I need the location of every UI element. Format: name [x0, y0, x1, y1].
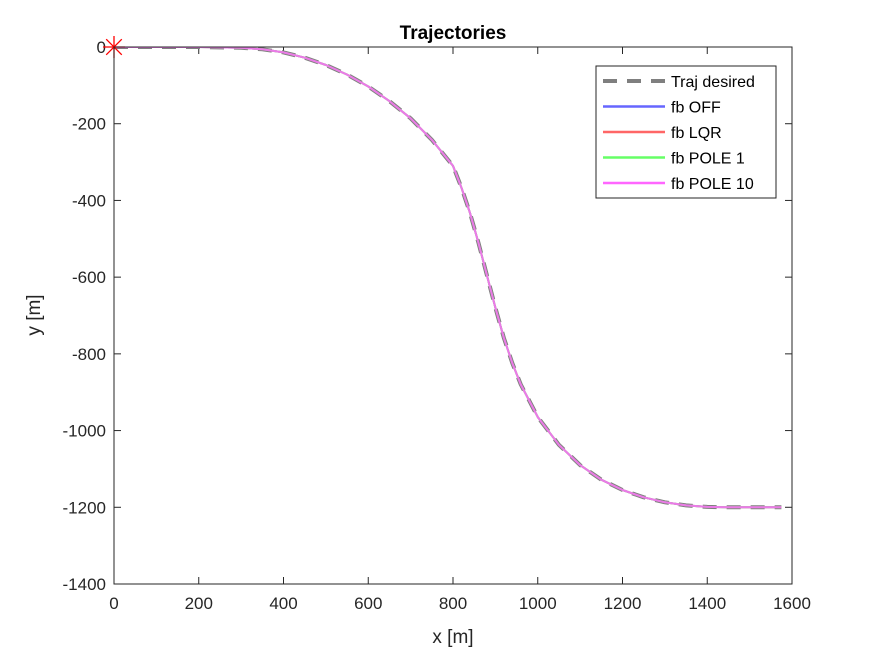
- x-tick-label: 1400: [688, 594, 726, 613]
- x-tick-label: 200: [185, 594, 213, 613]
- y-tick-label: -400: [72, 191, 106, 210]
- legend-label: fb POLE 1: [671, 151, 745, 168]
- x-tick-label: 1600: [773, 594, 811, 613]
- legend-label: fb LQR: [671, 125, 722, 142]
- series-line-fb-pole-10: [114, 47, 782, 509]
- chart-legend: Traj desired fb OFF fb LQR fb POLE 1 fb POLE…: [595, 65, 777, 199]
- x-tick-label: 1000: [519, 594, 557, 613]
- y-tick-label: -1200: [63, 498, 106, 517]
- y-axis-label: y [m]: [24, 294, 45, 335]
- y-tick-label: -800: [72, 345, 106, 364]
- legend-label: fb POLE 10: [671, 176, 754, 193]
- x-tick-label: 800: [439, 594, 467, 613]
- y-tick-label: -600: [72, 268, 106, 287]
- x-tick-label: 400: [269, 594, 297, 613]
- y-tick-label: -1000: [63, 422, 106, 441]
- series-layer: [114, 47, 782, 510]
- legend-label: fb OFF: [671, 100, 721, 117]
- x-axis-label: x [m]: [432, 627, 473, 648]
- x-tick-label: 0: [109, 594, 118, 613]
- plot-area-frame: [113, 46, 793, 585]
- x-tick-label: 1200: [604, 594, 642, 613]
- x-axis-ticks: 0 200 400 600 800 1000 1200 1400 1600: [109, 47, 811, 613]
- y-tick-label: -1400: [63, 575, 106, 594]
- y-axis-ticks: 0 -200 -400 -600 -800 -1000 -1200 -1400: [63, 38, 792, 594]
- x-tick-label: 600: [354, 594, 382, 613]
- y-tick-label: -200: [72, 115, 106, 134]
- chart-title: Trajectories: [400, 23, 507, 44]
- legend-label: Traj desired: [671, 74, 755, 91]
- y-tick-label: 0: [97, 38, 106, 57]
